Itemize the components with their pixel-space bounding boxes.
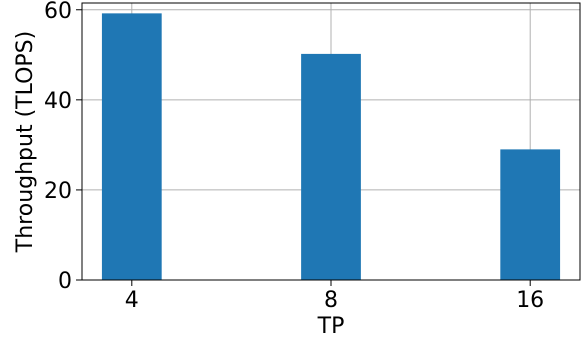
- bar-16: [500, 149, 561, 280]
- bar-4: [101, 13, 162, 281]
- x-tick-label-4: 4: [125, 288, 139, 313]
- x-tick-label-16: 16: [516, 288, 544, 313]
- x-tick-label-8: 8: [324, 288, 338, 313]
- x-axis-label: TP: [317, 314, 345, 339]
- bars-layer: [101, 13, 561, 281]
- ticks-layer: 0 20 40 60 4 8 16: [44, 0, 544, 313]
- y-tick-label-0: 0: [58, 269, 72, 294]
- y-axis-label: Throughput (TLOPS): [13, 31, 38, 253]
- y-tick-label-3: 60: [44, 0, 72, 24]
- y-tick-label-1: 20: [44, 179, 72, 204]
- y-tick-label-2: 40: [44, 89, 72, 114]
- bar-8: [301, 53, 361, 280]
